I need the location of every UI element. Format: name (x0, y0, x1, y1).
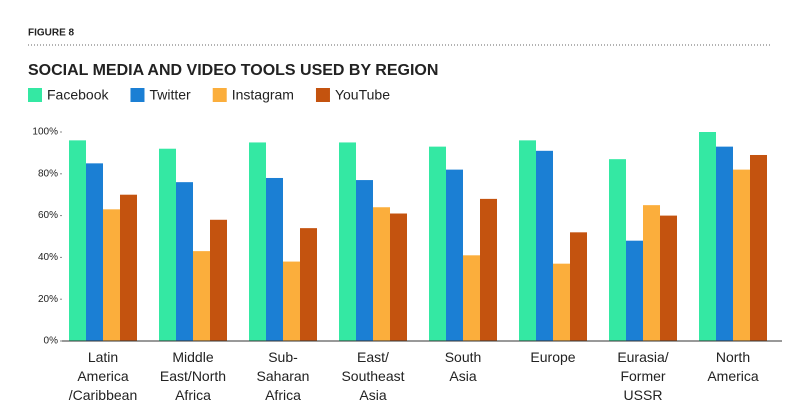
x-tick-label: Sub-Saharan Africa (257, 349, 310, 403)
bar (480, 198, 497, 341)
bar (103, 209, 120, 341)
bar (660, 215, 677, 341)
figure-label: FIGURE 8 (28, 28, 75, 39)
legend-label: Twitter (149, 87, 191, 103)
legend-label: Instagram (232, 87, 294, 103)
bar (733, 169, 750, 341)
x-tick-label: Europe (530, 349, 575, 365)
bar (429, 146, 446, 341)
bar (69, 140, 86, 341)
bar (750, 154, 767, 341)
bar (300, 228, 317, 341)
bar (609, 159, 626, 341)
bar (193, 251, 210, 341)
legend-swatch (212, 88, 227, 102)
bar (120, 194, 137, 341)
bar (553, 263, 570, 341)
bar (519, 140, 536, 341)
bar (536, 150, 553, 341)
bar (176, 182, 193, 341)
y-tick-label: 60% (38, 210, 58, 221)
bar (356, 180, 373, 341)
y-tick-label: 40% (38, 252, 58, 263)
legend-swatch (315, 88, 330, 102)
y-tick-label: 80% (38, 168, 58, 179)
bar (626, 240, 643, 341)
bar (643, 205, 660, 341)
x-tick-label: Latin America/Caribbean (69, 349, 138, 403)
bar (373, 207, 390, 341)
x-tick-label: Middle East/North Africa (160, 349, 226, 403)
legend-label: Facebook (47, 87, 109, 103)
bar (249, 142, 266, 341)
bar (699, 132, 716, 341)
legend-swatch (130, 88, 145, 102)
bar (446, 169, 463, 341)
y-tick-label: 100% (32, 127, 58, 138)
bar (339, 142, 356, 341)
chart-title: SOCIAL MEDIA AND VIDEO TOOLS USED BY REG… (28, 62, 438, 79)
legend-swatch (28, 88, 42, 102)
bar (390, 213, 407, 341)
bar (283, 261, 300, 341)
y-tick-label: 0% (44, 336, 59, 347)
legend-label: YouTube (335, 87, 390, 103)
bar (86, 163, 103, 341)
bar (716, 146, 733, 341)
x-tick-label: South Asia (445, 349, 482, 384)
y-tick-label: 20% (38, 294, 58, 305)
x-tick-label: East/Southeast Asia (341, 349, 404, 403)
bar (210, 219, 227, 341)
bar (266, 177, 283, 341)
legend: Facebook Twitter Instagram YouTube (28, 87, 390, 103)
x-tick-label: Eurasia/Former USSR (617, 349, 668, 403)
bar (570, 232, 587, 341)
bar (463, 255, 480, 341)
bar (159, 148, 176, 341)
x-tick-label: North America (707, 349, 759, 384)
